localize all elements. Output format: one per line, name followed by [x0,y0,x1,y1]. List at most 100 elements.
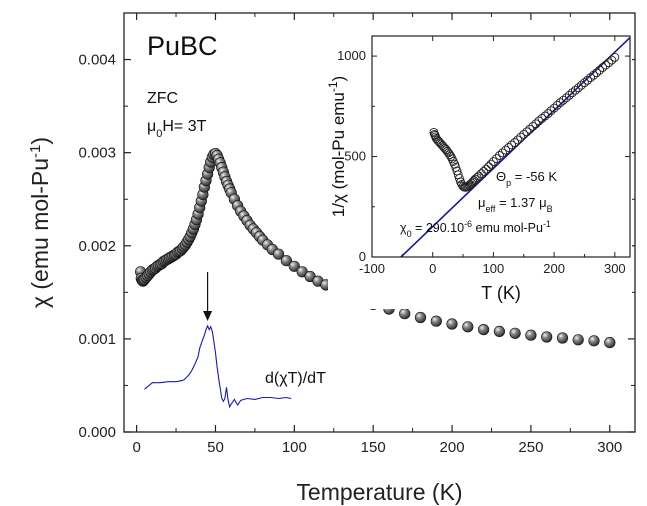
x-tick-label: 100 [282,439,307,456]
inset-frame [371,35,631,258]
inverse-chi-point [446,152,456,161]
inverse-chi-point [604,58,614,68]
chi-point [288,260,300,272]
inverse-chi-point [540,111,550,121]
inverse-chi-point [537,113,547,123]
main-x-axis-label: Temperature (K) [296,479,462,505]
y-tick-label: 0.004 [78,52,116,69]
inverse-chi-point [543,109,553,119]
inverse-chi-point [558,95,568,105]
chi0-label: χ0 = 290.10-6 emu mol-Pu-1 [400,219,551,239]
inset-x-tick-label: -100 [359,261,385,276]
theta-p-label: Θp = -56 K [496,169,557,188]
inset-x-axis-label: T (K) [481,283,521,303]
inset-x-tick-label: 300 [604,261,626,276]
main-y-tick-labels: 0.000 0.001 0.002 0.003 0.004 [78,52,116,441]
inverse-chi-point [601,60,611,70]
chi-point [446,318,458,330]
inverse-chi-point [488,157,498,167]
transition-arrow [203,272,213,321]
main-plot-frame [123,12,636,433]
inverse-chi-point [561,93,571,103]
inverse-chi-point [552,100,562,110]
inverse-chi-point [589,70,599,80]
inverse-chi-point [454,173,464,183]
compound-label: PuBC [147,31,218,61]
chi-point [273,248,285,260]
chi-point [493,325,506,338]
y-tick-label: 0.001 [78,331,116,348]
chi-point [556,332,569,344]
inverse-chi-point [583,75,592,85]
field-label: μ0H= 3T [147,118,207,140]
chi-point [541,331,553,343]
chi-point [414,311,427,324]
inset-y-tick-labels: 0 500 1000 [337,48,366,264]
inverse-chi-point [549,103,559,113]
inverse-chi-point [476,169,486,179]
inverse-chi-point [528,121,538,131]
x-tick-label: 50 [207,439,224,456]
inverse-chi-point [479,166,489,176]
inverse-chi-point [564,90,574,100]
chi-point [525,329,537,341]
inverse-chi-point [531,119,541,129]
inverse-chi-point [570,85,580,95]
chi-point [478,324,490,336]
inverse-chi-point [567,88,577,98]
y-tick-label: 0.002 [78,238,116,255]
inset-y-tick-label: 1000 [337,48,366,63]
inverse-chi-point [501,145,511,155]
chi-point [588,335,600,347]
inverse-chi-point [498,148,507,158]
inverse-chi-point [516,132,526,142]
chi-point [399,308,411,320]
protocol-label: ZFC [147,90,178,107]
chi-point [280,255,293,267]
inverse-chi-point [546,106,556,116]
x-tick-label: 300 [597,439,622,456]
inverse-chi-point [507,140,517,150]
inset-y-axis-label: 1/χ (mol-Pu emu-1) [326,76,348,217]
x-tick-label: 0 [132,439,140,456]
chi-point [509,327,521,339]
inverse-chi-point [519,129,529,139]
inverse-chi-point [598,63,608,72]
y-tick-label: 0.000 [78,424,116,441]
inverse-chi-point [430,129,439,139]
inverse-chi-point [484,162,494,172]
inverse-chi-point [481,164,491,174]
inverse-chi-point [522,127,532,137]
inverse-chi-point [486,159,496,169]
inverse-chi-point [573,83,583,93]
chi-point [572,334,584,346]
inverse-chi-point [469,176,479,185]
main-plot: 0 50 100 150 200 250 300 0.0000.0010.0020.0030… [27,12,636,505]
y-tick-label: 0.003 [78,145,116,162]
inverse-chi-point [534,116,544,126]
inverse-chi-point [555,98,565,108]
inverse-chi-point [491,154,501,164]
inverse-chi-point [510,138,520,147]
inverse-chi-point [607,55,617,65]
inset-x-tick-labels: -100 0 100 200 300 [359,261,626,276]
derivative-curve [144,324,292,409]
inverse-chi-point [580,78,589,88]
inverse-chi-data-points [429,52,620,192]
inverse-chi-point [474,171,484,181]
inverse-chi-point [610,52,620,62]
main-y-axis-label: χ (emu mol-Pu-1) [27,137,54,308]
inverse-chi-point [592,68,602,78]
main-x-tick-labels: 0 50 100 150 200 250 300 [132,439,622,456]
inverse-chi-point [525,124,535,134]
x-tick-label: 200 [440,439,465,456]
inset-y-tick-label: 0 [359,249,366,264]
inset-x-tick-label: 200 [543,261,565,276]
inverse-chi-point [595,65,605,75]
mu-eff-label: μeff = 1.37 μB [478,195,553,214]
x-tick-label: 250 [518,439,543,456]
inverse-chi-point [576,80,586,90]
arrow-head [203,311,213,321]
